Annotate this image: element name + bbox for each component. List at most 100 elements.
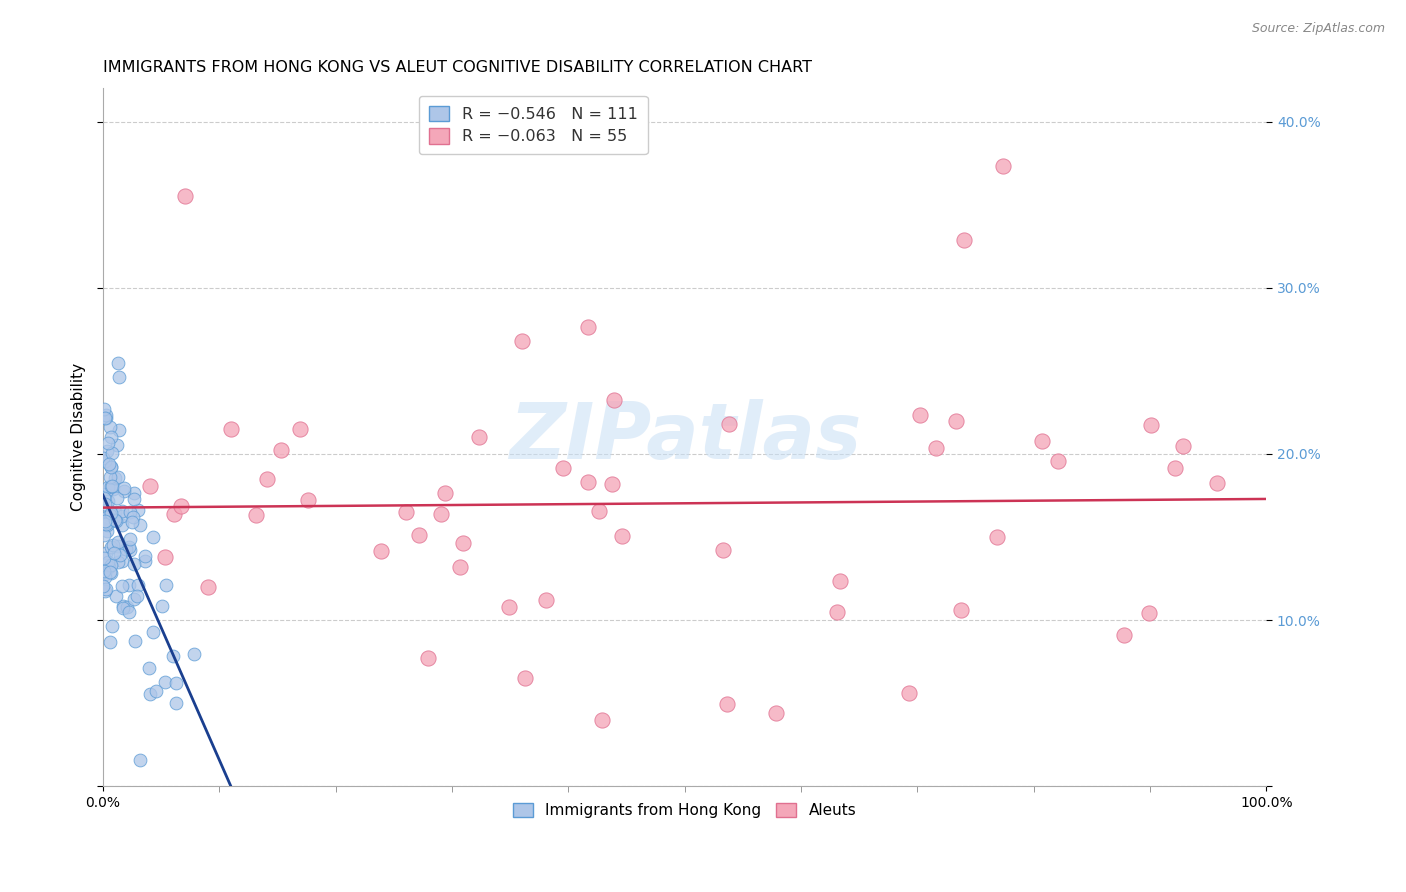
Point [120, 505, 142, 519]
Point [115, 599, 138, 614]
Point [945, 414, 967, 428]
Point [93, 409, 115, 424]
Point [142, 624, 165, 639]
Point [94, 454, 117, 468]
Point [96, 515, 118, 529]
Point [1164, 461, 1187, 475]
Point [122, 592, 145, 607]
Point [105, 514, 128, 528]
Point [165, 696, 187, 710]
Point [125, 589, 148, 603]
Point [245, 508, 267, 523]
Point [93, 551, 115, 566]
Point [100, 558, 122, 572]
Point [104, 471, 127, 485]
Point [96, 524, 118, 539]
Point [121, 516, 143, 530]
Point [576, 475, 599, 490]
Point [153, 550, 176, 565]
Point [451, 535, 474, 549]
Point [93, 401, 115, 416]
Point [97, 479, 120, 493]
Point [219, 422, 242, 436]
Point [111, 599, 134, 613]
Point [107, 356, 129, 370]
Point [97, 436, 120, 450]
Point [96, 510, 118, 524]
Point [96, 555, 118, 569]
Point [433, 486, 456, 500]
Point [112, 601, 135, 615]
Point [153, 675, 176, 690]
Point [603, 392, 626, 407]
Point [165, 676, 187, 690]
Point [898, 685, 921, 699]
Point [93, 515, 115, 529]
Point [121, 510, 143, 524]
Point [108, 370, 131, 384]
Point [93, 516, 115, 530]
Point [256, 472, 278, 486]
Point [467, 430, 489, 444]
Point [101, 619, 124, 633]
Point [173, 189, 195, 203]
Point [395, 505, 418, 519]
Point [101, 479, 124, 493]
Point [170, 500, 193, 514]
Point [142, 530, 165, 544]
Point [100, 540, 122, 554]
Point [134, 554, 156, 568]
Point [96, 486, 118, 500]
Point [711, 543, 734, 558]
Point [111, 504, 134, 518]
Point [138, 479, 160, 493]
Point [290, 422, 312, 436]
Point [429, 508, 451, 522]
Point [145, 683, 167, 698]
Point [98, 420, 121, 434]
Point [101, 446, 124, 460]
Point [94, 411, 117, 425]
Point [94, 546, 117, 560]
Point [155, 577, 177, 591]
Point [100, 566, 122, 580]
Text: ZIPatlas: ZIPatlas [509, 400, 860, 475]
Point [111, 578, 134, 592]
Point [127, 578, 149, 592]
Point [139, 687, 162, 701]
Point [600, 476, 623, 491]
Point [610, 529, 633, 543]
Point [828, 574, 851, 589]
Point [117, 541, 139, 555]
Point [93, 528, 115, 542]
Point [98, 560, 121, 574]
Point [107, 535, 129, 549]
Point [591, 713, 613, 727]
Point [118, 578, 141, 592]
Point [925, 441, 948, 455]
Point [94, 408, 117, 422]
Point [128, 517, 150, 532]
Point [765, 706, 787, 720]
Point [825, 605, 848, 619]
Point [105, 438, 128, 452]
Point [98, 470, 121, 484]
Legend: Immigrants from Hong Kong, Aleuts: Immigrants from Hong Kong, Aleuts [508, 797, 862, 824]
Point [97, 457, 120, 471]
Point [122, 491, 145, 506]
Point [96, 444, 118, 458]
Point [107, 470, 129, 484]
Point [498, 599, 520, 614]
Point [134, 549, 156, 564]
Point [1173, 440, 1195, 454]
Text: IMMIGRANTS FROM HONG KONG VS ALEUT COGNITIVE DISABILITY CORRELATION CHART: IMMIGRANTS FROM HONG KONG VS ALEUT COGNI… [103, 60, 811, 75]
Point [100, 459, 122, 474]
Point [138, 661, 160, 675]
Point [716, 698, 738, 712]
Point [118, 605, 141, 619]
Point [908, 408, 931, 422]
Point [94, 582, 117, 596]
Point [105, 491, 128, 506]
Point [104, 505, 127, 519]
Point [94, 497, 117, 511]
